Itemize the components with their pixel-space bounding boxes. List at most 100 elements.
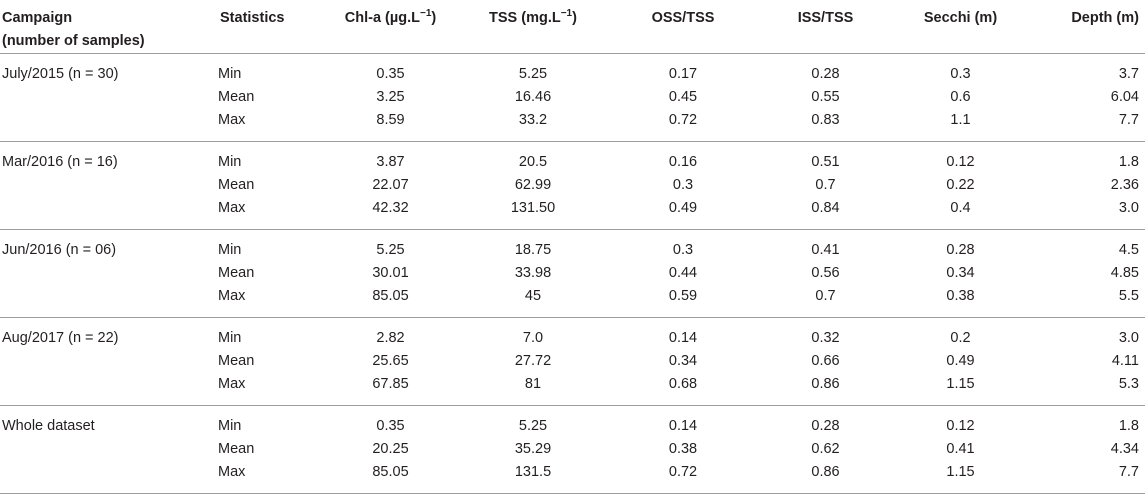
cell-depth: 5.5 (1118, 288, 1139, 304)
cell-oss-tss: 0.72 (668, 112, 698, 128)
cell-depth: 4.5 (1118, 242, 1139, 258)
cell-chla: 85.05 (372, 464, 409, 480)
cell-chla: 85.05 (372, 288, 409, 304)
cell-statistic: Mean (218, 177, 255, 193)
cell-oss-tss: 0.72 (668, 464, 698, 480)
table-row: Max 42.32 131.50 0.49 0.84 0.4 3.0 (0, 197, 1145, 230)
cell-campaign: Aug/2017 (n = 22) (2, 330, 119, 346)
cell-depth: 4.85 (1110, 265, 1139, 281)
table-row: Mean 25.65 27.72 0.34 0.66 0.49 4.11 (0, 350, 1145, 373)
cell-iss-tss: 0.86 (811, 376, 840, 392)
header-secchi: Secchi (m) (923, 10, 998, 26)
cell-campaign (0, 373, 218, 406)
table-body: July/2015 (n = 30) Min 0.35 5.25 0.17 0.28 0.3… (0, 54, 1145, 494)
cell-tss: 5.25 (518, 418, 548, 434)
cell-tss: 16.46 (514, 89, 552, 105)
table-row: Max 85.05 131.5 0.72 0.86 1.15 7.7 (0, 461, 1145, 494)
cell-depth: 2.36 (1110, 177, 1139, 193)
cell-tss: 81 (524, 376, 542, 392)
cell-tss: 18.75 (514, 242, 552, 258)
cell-secchi: 0.2 (950, 330, 971, 346)
cell-chla: 20.25 (372, 441, 409, 457)
cell-iss-tss: 0.41 (811, 242, 840, 258)
table-row: Mean 22.07 62.99 0.3 0.7 0.22 2.36 (0, 174, 1145, 197)
cell-depth: 5.3 (1118, 376, 1139, 392)
cell-chla: 8.59 (376, 112, 405, 128)
header-row: Campaign (number of samples) Statistics … (0, 0, 1145, 54)
cell-tss: 131.50 (510, 200, 556, 216)
cell-secchi: 1.15 (946, 376, 975, 392)
cell-iss-tss: 0.66 (811, 353, 840, 369)
cell-campaign (0, 86, 218, 109)
cell-oss-tss: 0.3 (672, 242, 694, 258)
cell-iss-tss: 0.56 (811, 265, 840, 281)
header-oss-tss: OSS/TSS (651, 10, 715, 26)
cell-depth: 3.0 (1118, 200, 1139, 216)
table-row: Mean 3.25 16.46 0.45 0.55 0.6 6.04 (0, 86, 1145, 109)
cell-iss-tss: 0.83 (811, 112, 840, 128)
cell-statistic: Max (218, 112, 246, 128)
table-row: Mean 30.01 33.98 0.44 0.56 0.34 4.85 (0, 262, 1145, 285)
header-campaign-line1: Campaign (2, 10, 73, 26)
header-chla-label: Chl-a (µg.L (344, 10, 420, 26)
cell-statistic: Min (218, 66, 242, 82)
cell-campaign: Whole dataset (2, 418, 95, 434)
cell-tss: 7.0 (522, 330, 544, 346)
cell-statistic: Max (218, 464, 246, 480)
cell-tss: 35.29 (514, 441, 552, 457)
cell-tss: 20.5 (518, 154, 548, 170)
cell-statistic: Max (218, 376, 246, 392)
cell-chla: 42.32 (372, 200, 409, 216)
cell-iss-tss: 0.28 (811, 66, 840, 82)
header-statistics: Statistics (220, 10, 285, 26)
cell-secchi: 0.12 (946, 418, 975, 434)
cell-depth: 3.7 (1118, 66, 1139, 82)
cell-tss: 33.2 (518, 112, 548, 128)
cell-statistic: Mean (218, 441, 255, 457)
cell-oss-tss: 0.14 (668, 330, 698, 346)
cell-secchi: 0.12 (946, 154, 975, 170)
cell-statistic: Max (218, 288, 246, 304)
cell-oss-tss: 0.3 (672, 177, 694, 193)
cell-iss-tss: 0.28 (811, 418, 840, 434)
table-row: Jun/2016 (n = 06) Min 5.25 18.75 0.3 0.41 0.28… (0, 230, 1145, 263)
cell-depth: 6.04 (1110, 89, 1139, 105)
header-tss: TSS (mg.L−1) (458, 0, 608, 54)
table-row: Whole dataset Min 0.35 5.25 0.14 0.28 0.12 1.8 (0, 406, 1145, 439)
cell-iss-tss: 0.7 (815, 177, 836, 193)
cell-depth: 4.11 (1111, 353, 1139, 369)
header-chla-close: ) (431, 10, 437, 26)
cell-depth: 1.8 (1118, 418, 1139, 434)
header-campaign: Campaign (number of samples) (0, 0, 218, 54)
cell-tss: 33.98 (514, 265, 552, 281)
cell-iss-tss: 0.51 (811, 154, 840, 170)
cell-iss-tss: 0.84 (811, 200, 840, 216)
cell-campaign: Jun/2016 (n = 06) (2, 242, 117, 258)
cell-tss: 131.5 (514, 464, 552, 480)
cell-campaign (0, 350, 218, 373)
header-chla: Chl-a (µg.L−1) (323, 0, 458, 54)
table-row: Aug/2017 (n = 22) Min 2.82 7.0 0.14 0.32 0.2 3.… (0, 318, 1145, 351)
cell-chla: 0.35 (376, 66, 405, 82)
table-row: Mar/2016 (n = 16) Min 3.87 20.5 0.16 0.51 0.12… (0, 142, 1145, 175)
table-row: Max 67.85 81 0.68 0.86 1.15 5.3 (0, 373, 1145, 406)
cell-chla: 2.82 (376, 330, 405, 346)
cell-secchi: 0.28 (946, 242, 975, 258)
cell-chla: 0.35 (376, 418, 405, 434)
table-row: Mean 20.25 35.29 0.38 0.62 0.41 4.34 (0, 438, 1145, 461)
cell-oss-tss: 0.49 (668, 200, 698, 216)
cell-oss-tss: 0.45 (668, 89, 698, 105)
cell-statistic: Mean (218, 89, 255, 105)
cell-chla: 25.65 (372, 353, 409, 369)
cell-depth: 7.7 (1118, 464, 1139, 480)
cell-iss-tss: 0.62 (811, 441, 840, 457)
cell-secchi: 0.49 (946, 353, 975, 369)
cell-tss: 5.25 (518, 66, 548, 82)
cell-oss-tss: 0.17 (668, 66, 698, 82)
cell-tss: 27.72 (514, 353, 552, 369)
cell-secchi: 0.38 (946, 288, 975, 304)
cell-iss-tss: 0.32 (811, 330, 840, 346)
cell-secchi: 0.6 (950, 89, 971, 105)
cell-oss-tss: 0.59 (668, 288, 698, 304)
